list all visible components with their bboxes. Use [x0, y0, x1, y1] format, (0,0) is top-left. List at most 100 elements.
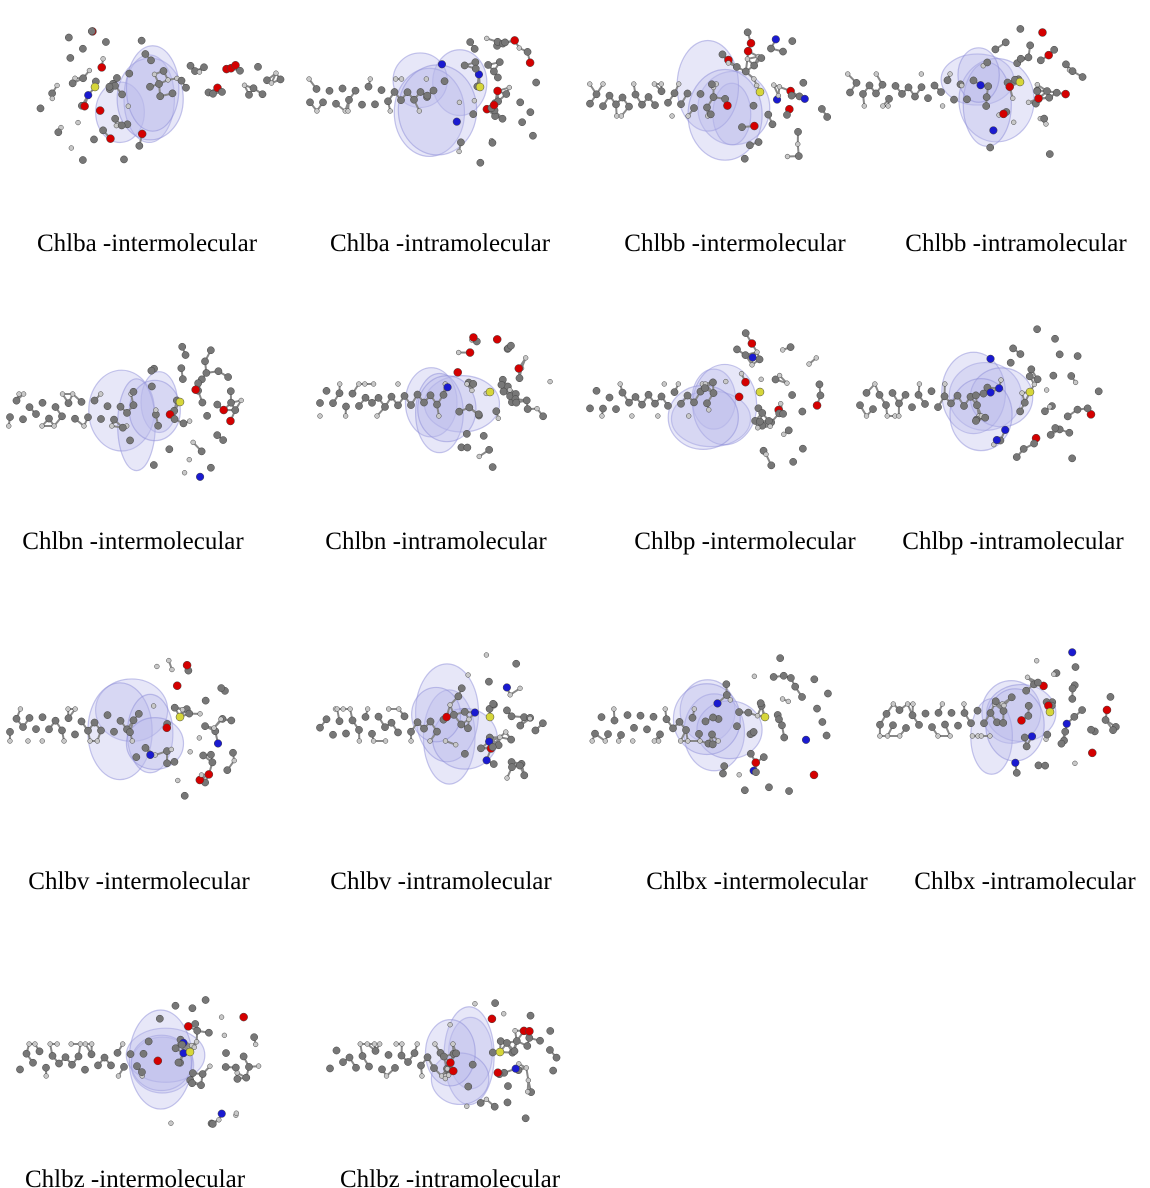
atom [157, 93, 164, 100]
atom [604, 730, 611, 737]
atom [1063, 720, 1071, 728]
atom [414, 719, 421, 726]
panel-caption: Chlbx -intramolecular [914, 868, 1136, 895]
atom [788, 92, 795, 99]
atom [480, 432, 487, 439]
atom [306, 99, 313, 106]
atom [726, 61, 731, 66]
atom [631, 82, 636, 87]
atom [813, 705, 820, 712]
atom [138, 130, 146, 138]
atom [222, 1033, 227, 1038]
atom [209, 1120, 216, 1127]
atom [151, 704, 156, 709]
atom [176, 398, 184, 406]
atom [1025, 702, 1032, 709]
atom [110, 416, 117, 423]
atom [148, 383, 155, 390]
atom [1017, 25, 1024, 32]
atom [777, 655, 784, 662]
atom [983, 102, 990, 109]
atom [200, 64, 207, 71]
atom [62, 1054, 69, 1061]
atom [198, 448, 205, 455]
atom [1079, 73, 1086, 80]
atom [1044, 731, 1051, 738]
atom [199, 1070, 206, 1077]
atom [466, 349, 474, 357]
atom [181, 792, 188, 799]
atom [614, 114, 619, 119]
atom [1034, 88, 1041, 95]
atom [188, 749, 193, 754]
panel-caption: Chlbp -intramolecular [902, 528, 1124, 555]
atom [781, 734, 788, 741]
atom [160, 67, 167, 74]
atom [407, 401, 414, 408]
atom [461, 62, 468, 69]
atom [148, 367, 155, 374]
molecule [586, 29, 830, 163]
atom [337, 382, 342, 387]
atom [883, 710, 890, 717]
atom [940, 702, 945, 707]
atom [498, 381, 505, 388]
atom [816, 381, 823, 388]
interaction-surface [958, 48, 999, 102]
atom [342, 403, 349, 410]
atom [1007, 359, 1014, 366]
atom [341, 707, 346, 712]
atom [546, 1046, 553, 1053]
atom [959, 83, 964, 88]
atom [789, 37, 796, 44]
atom [898, 90, 905, 97]
atom [547, 1027, 554, 1034]
atom [664, 99, 671, 106]
atom [522, 1115, 529, 1122]
atom [199, 399, 206, 406]
atom [209, 759, 216, 766]
atom [368, 399, 375, 406]
atom [212, 726, 217, 731]
panel-caption: Chlbb -intermolecular [624, 230, 846, 257]
atom [323, 716, 330, 723]
atom [138, 37, 145, 44]
atom [91, 397, 98, 404]
atom [170, 667, 175, 672]
atom [245, 1063, 252, 1070]
atom [87, 68, 92, 73]
atom [750, 122, 758, 130]
atom [747, 39, 755, 47]
atom [862, 104, 867, 109]
atom [759, 377, 764, 382]
atom [619, 94, 626, 101]
atom [1023, 743, 1030, 750]
atom [218, 1110, 226, 1118]
atom [708, 81, 715, 88]
atom [1013, 453, 1020, 460]
atom [824, 690, 831, 697]
atom [433, 1042, 438, 1047]
atom [880, 104, 885, 109]
atom [902, 724, 909, 731]
atom [385, 1051, 392, 1058]
atom [396, 707, 401, 712]
atom [496, 58, 503, 65]
panel-caption: Chlba -intermolecular [37, 230, 258, 257]
atom [709, 714, 716, 721]
atom [104, 403, 111, 410]
atom [70, 392, 75, 397]
atom [511, 36, 519, 44]
atom [178, 1041, 185, 1048]
atom [630, 739, 635, 744]
atom [250, 85, 257, 92]
atom [399, 77, 404, 82]
atom [329, 400, 336, 407]
atom [768, 462, 775, 469]
atom [126, 437, 133, 444]
atom [1058, 740, 1065, 747]
atom [145, 1038, 152, 1045]
atom [1051, 335, 1058, 342]
atom [744, 47, 752, 55]
atom [220, 406, 228, 414]
